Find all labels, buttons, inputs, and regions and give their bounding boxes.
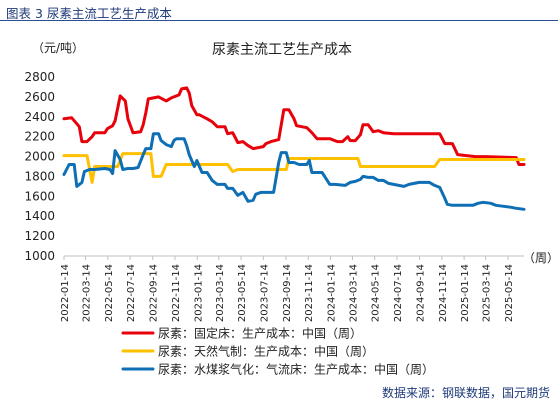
y-tick-label: 2000 <box>24 150 55 164</box>
natural-gas-cost-line <box>62 152 526 184</box>
x-tick-label: 2025-05-14 <box>504 264 515 322</box>
x-tick-label: 2022-11-14 <box>171 264 182 322</box>
x-tick-label: 2023-05-14 <box>237 264 248 322</box>
x-tick-label: 2024-01-14 <box>327 264 338 322</box>
x-tick-label: 2025-01-14 <box>460 264 471 322</box>
coal-water-slurry-cost-line <box>62 132 526 211</box>
y-tick-label: 1000 <box>24 249 55 263</box>
y-tick-label: 1400 <box>24 209 55 223</box>
x-tick-label: 2024-11-14 <box>438 264 449 322</box>
y-tick-label: 1600 <box>24 189 55 203</box>
x-tick-label: 2023-01-14 <box>193 264 204 322</box>
x-tick-label: 2022-09-14 <box>149 264 160 322</box>
fixed-bed-cost-line <box>62 86 526 166</box>
x-tick-label: 2022-01-14 <box>60 264 71 322</box>
y-axis-ticks: 2800 2600 2400 2200 2000 1800 1600 1400 1200 1000 <box>24 70 55 263</box>
y-tick-label: 2400 <box>24 110 55 124</box>
x-tick-label: 2022-03-14 <box>82 264 93 322</box>
legend-item-coal-water-slurry-label: 尿素：水煤浆气化：气流床：生产成本：中国（周） <box>158 362 434 377</box>
x-axis-ticks: 2022-01-14 2022-03-14 2022-05-14 2022-07-14… <box>60 256 515 322</box>
x-tick-label: 2024-05-14 <box>371 264 382 322</box>
x-tick-label: 2023-07-14 <box>259 264 270 322</box>
chart-title: 尿素主流工艺生产成本 <box>212 42 352 58</box>
x-tick-label: 2022-07-14 <box>126 264 137 322</box>
x-tick-label: 2024-07-14 <box>393 264 404 322</box>
y-axis-unit-label: （元/吨） <box>32 41 84 55</box>
series-layer <box>62 86 526 211</box>
figure-caption: 图表 3 尿素主流工艺生产成本 <box>6 6 172 21</box>
x-tick-label: 2023-03-14 <box>215 264 226 322</box>
source-note: 数据来源：钢联数据，国元期货 <box>381 386 550 400</box>
x-tick-label: 2025-03-14 <box>482 264 493 322</box>
y-tick-label: 2200 <box>24 130 55 144</box>
x-tick-label: 2024-09-14 <box>416 264 427 322</box>
y-tick-label: 1800 <box>24 169 55 183</box>
legend: 尿素：固定床：生产成本：中国（周） 尿素：天然气制：生产成本：中国（周） 尿素：水煤… <box>121 326 434 377</box>
y-tick-label: 2800 <box>24 70 55 84</box>
x-tick-label: 2023-11-14 <box>304 264 315 322</box>
y-tick-label: 1200 <box>24 229 55 243</box>
x-tick-label: 2023-09-14 <box>282 264 293 322</box>
legend-item-fixed-bed-label: 尿素：固定床：生产成本：中国（周） <box>158 326 362 341</box>
x-axis-unit-label: （周） <box>523 251 558 265</box>
legend-item-natural-gas-label: 尿素：天然气制：生产成本：中国（周） <box>158 344 374 359</box>
x-tick-label: 2022-05-14 <box>104 264 115 322</box>
y-tick-label: 2600 <box>24 90 55 104</box>
header-rule <box>0 20 558 21</box>
x-tick-label: 2024-03-14 <box>348 264 359 322</box>
